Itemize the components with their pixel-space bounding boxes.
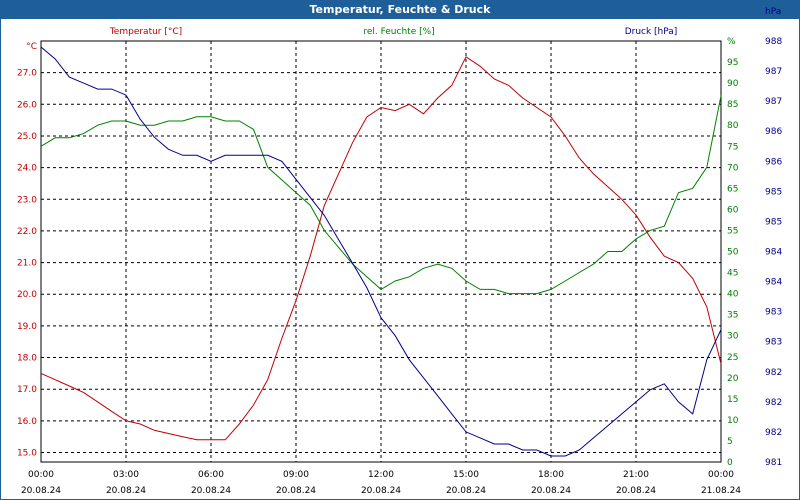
y-tick-temperature: 22.0 [17, 227, 37, 237]
x-tick-time: 00:00 [28, 470, 54, 480]
y-tick-humidity: 75 [727, 142, 738, 152]
y-tick-humidity: 20 [727, 374, 739, 384]
y-tick-humidity: 5 [727, 437, 733, 447]
y-tick-pressure: hPa [765, 7, 781, 17]
y-axis-unit-temperature: °C [26, 42, 37, 52]
series-line-pressure [40, 46, 722, 457]
x-tick-time: 15:00 [453, 470, 479, 480]
x-tick-date: 21.08.24 [701, 486, 741, 496]
x-tick-date: 20.08.24 [276, 486, 316, 496]
y-tick-pressure: 982 [765, 428, 782, 438]
y-tick-temperature: 18.0 [17, 354, 37, 364]
y-tick-humidity: 35 [727, 311, 738, 321]
y-tick-humidity: 0 [727, 458, 733, 468]
y-tick-humidity: 90 [727, 79, 739, 89]
x-tick-time: 03:00 [113, 470, 139, 480]
y-tick-temperature: 20.0 [17, 290, 37, 300]
y-tick-temperature: 27.0 [17, 69, 37, 79]
x-tick-date: 20.08.24 [531, 486, 571, 496]
y-tick-humidity: 40 [727, 290, 739, 300]
x-tick-time: 18:00 [538, 470, 564, 480]
y-tick-humidity: 50 [727, 248, 739, 258]
y-tick-pressure: 982 [765, 368, 782, 378]
x-tick-date: 20.08.24 [191, 486, 231, 496]
y-tick-humidity: 85 [727, 100, 738, 110]
x-tick-time: 06:00 [198, 470, 224, 480]
y-tick-pressure: 983 [765, 338, 782, 348]
x-tick-time: 12:00 [368, 470, 394, 480]
y-tick-temperature: 19.0 [17, 322, 37, 332]
y-tick-temperature: 21.0 [17, 259, 37, 269]
y-tick-humidity: 15 [727, 395, 738, 405]
y-tick-pressure: 986 [765, 127, 782, 137]
x-tick-date: 20.08.24 [106, 486, 146, 496]
y-tick-humidity: 65 [727, 184, 738, 194]
y-tick-humidity: 25 [727, 353, 738, 363]
x-tick-time: 09:00 [283, 470, 309, 480]
legend-temperature: Temperatur [°C] [109, 27, 182, 37]
x-tick-date: 20.08.24 [446, 486, 486, 496]
y-tick-humidity: 55 [727, 226, 738, 236]
y-tick-humidity: 70 [727, 163, 739, 173]
y-tick-pressure: 984 [765, 278, 782, 288]
y-tick-pressure: 981 [765, 458, 782, 468]
y-tick-temperature: 17.0 [17, 385, 37, 395]
x-tick-time: 21:00 [623, 470, 649, 480]
series-line-humidity [40, 95, 722, 295]
legend-humidity: rel. Feuchte [%] [363, 27, 434, 37]
legend-pressure: Druck [hPa] [625, 27, 678, 37]
y-tick-temperature: 25.0 [17, 132, 37, 142]
y-tick-pressure: 987 [765, 97, 782, 107]
y-tick-pressure: 986 [765, 157, 782, 167]
y-tick-humidity: 80 [727, 121, 739, 131]
y-tick-humidity: 10 [727, 416, 739, 426]
y-tick-pressure: 984 [765, 248, 782, 258]
series-line-temperature [40, 56, 722, 441]
x-tick-date: 20.08.24 [616, 486, 656, 496]
y-tick-temperature: 15.0 [17, 449, 37, 459]
x-tick-date: 20.08.24 [21, 486, 61, 496]
x-tick-time: 00:00 [708, 470, 734, 480]
y-tick-pressure: 983 [765, 308, 782, 318]
y-tick-temperature: 26.0 [17, 100, 37, 110]
chart-title: Temperatur, Feuchte & Druck [1, 1, 799, 19]
y-tick-pressure: 982 [765, 398, 782, 408]
y-tick-humidity: % [727, 37, 736, 47]
y-tick-humidity: 60 [727, 205, 739, 215]
y-tick-humidity: 45 [727, 269, 738, 279]
y-tick-humidity: 30 [727, 332, 739, 342]
y-tick-pressure: 988 [765, 37, 782, 47]
y-tick-pressure: 987 [765, 67, 782, 77]
x-tick-date: 20.08.24 [361, 486, 401, 496]
y-tick-temperature: 24.0 [17, 164, 37, 174]
y-tick-temperature: 23.0 [17, 195, 37, 205]
y-tick-temperature: 16.0 [17, 417, 37, 427]
y-tick-humidity: 95 [727, 58, 738, 68]
y-tick-pressure: 985 [765, 217, 782, 227]
y-tick-pressure: 985 [765, 187, 782, 197]
